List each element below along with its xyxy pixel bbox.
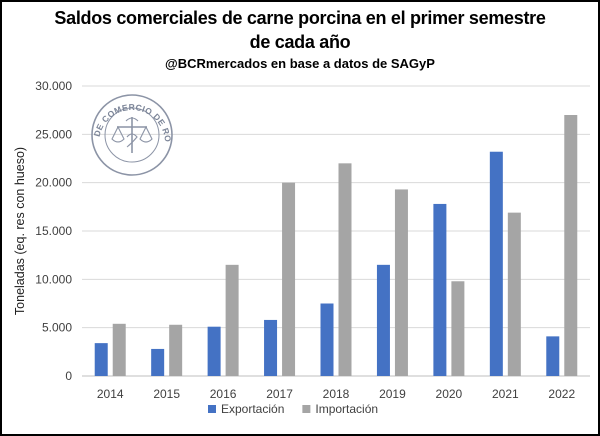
bar-exportacion-2019 [376,264,390,376]
bar-exportacion-2015 [151,348,165,376]
y-tick-label: 25.000 [35,127,72,141]
y-axis-label: Toneladas (eq. res con hueso) [13,147,27,315]
x-tick-label: 2018 [323,387,350,401]
x-tick-label: 2020 [436,387,463,401]
y-tick-label: 30.000 [35,79,72,93]
x-tick-label: 2015 [153,387,180,401]
y-tick-label: 0 [65,369,72,383]
bar-exportacion-2018 [320,303,334,376]
bar-exportacion-2020 [433,203,447,376]
legend-swatch-exportacion [208,405,216,413]
y-tick-label: 20.000 [35,176,72,190]
legend: Exportación Importación [208,402,378,416]
x-axis-ticks: 2014 2015 2016 2017 2018 2019 2020 2021 2022 [97,387,576,401]
bar-importacion-2017 [282,182,296,376]
bar-exportacion-2022 [546,336,560,376]
y-tick-label: 10.000 [35,272,72,286]
y-axis-ticks: 0 5.000 10.000 15.000 20.000 25.000 30.000 [35,79,72,383]
chart-title-line-1: Saldos comerciales de carne porcina en e… [54,8,546,28]
bar-exportacion-2016 [207,326,221,376]
logo-outer-ring [91,94,173,176]
x-tick-label: 2019 [379,387,406,401]
bar-importacion-2015 [169,324,183,376]
logo-left-pan [111,125,125,143]
x-tick-label: 2014 [97,387,124,401]
bar-importacion-2022 [564,115,578,376]
logo-inner-ring [104,107,160,163]
x-tick-label: 2022 [548,387,575,401]
logo-text: BOLSA DE COMERCIO DE ROSARIO [0,0,173,143]
bar-importacion-2020 [451,281,465,376]
bar-exportacion-2014 [94,343,108,376]
bar-importacion-2016 [225,264,239,376]
legend-label-exportacion: Exportación [221,402,284,416]
bars [94,115,578,376]
gridlines [82,85,590,377]
bar-exportacion-2017 [264,319,278,376]
chart-subtitle: @BCRmercados en base a datos de SAGyP [165,56,435,71]
legend-label-importacion: Importación [315,402,378,416]
x-tick-label: 2017 [266,387,293,401]
logo-serpent [125,117,139,148]
legend-swatch-importacion [302,405,311,413]
bar-importacion-2014 [112,323,126,376]
logo-right-pan [139,125,153,143]
bar-exportacion-2021 [489,151,503,376]
y-tick-label: 5.000 [42,321,72,335]
bar-importacion-2018 [338,163,352,376]
y-tick-label: 15.000 [35,224,72,238]
bar-importacion-2019 [394,189,408,376]
chart-title-line-2: de cada año [249,32,351,52]
x-tick-label: 2021 [492,387,519,401]
bar-importacion-2021 [507,212,521,376]
x-tick-label: 2016 [210,387,237,401]
